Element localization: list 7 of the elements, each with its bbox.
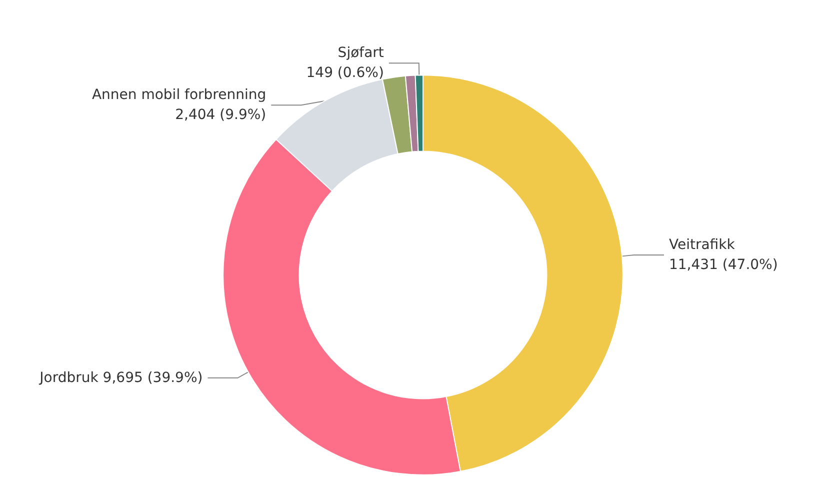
slice-label: Sjøfart	[338, 45, 384, 62]
slice-label: Annen mobil forbrenning	[92, 87, 266, 104]
data-label: 11,431 (47.0%)	[668, 257, 778, 274]
slice-label: Veitrafikk	[668, 237, 736, 254]
data-label: 149 (0.6%)	[306, 65, 384, 82]
slice-label: Jordbruk 9,695 (39.9%)	[38, 370, 203, 386]
data-label: 2,404 (9.9%)	[175, 107, 266, 124]
